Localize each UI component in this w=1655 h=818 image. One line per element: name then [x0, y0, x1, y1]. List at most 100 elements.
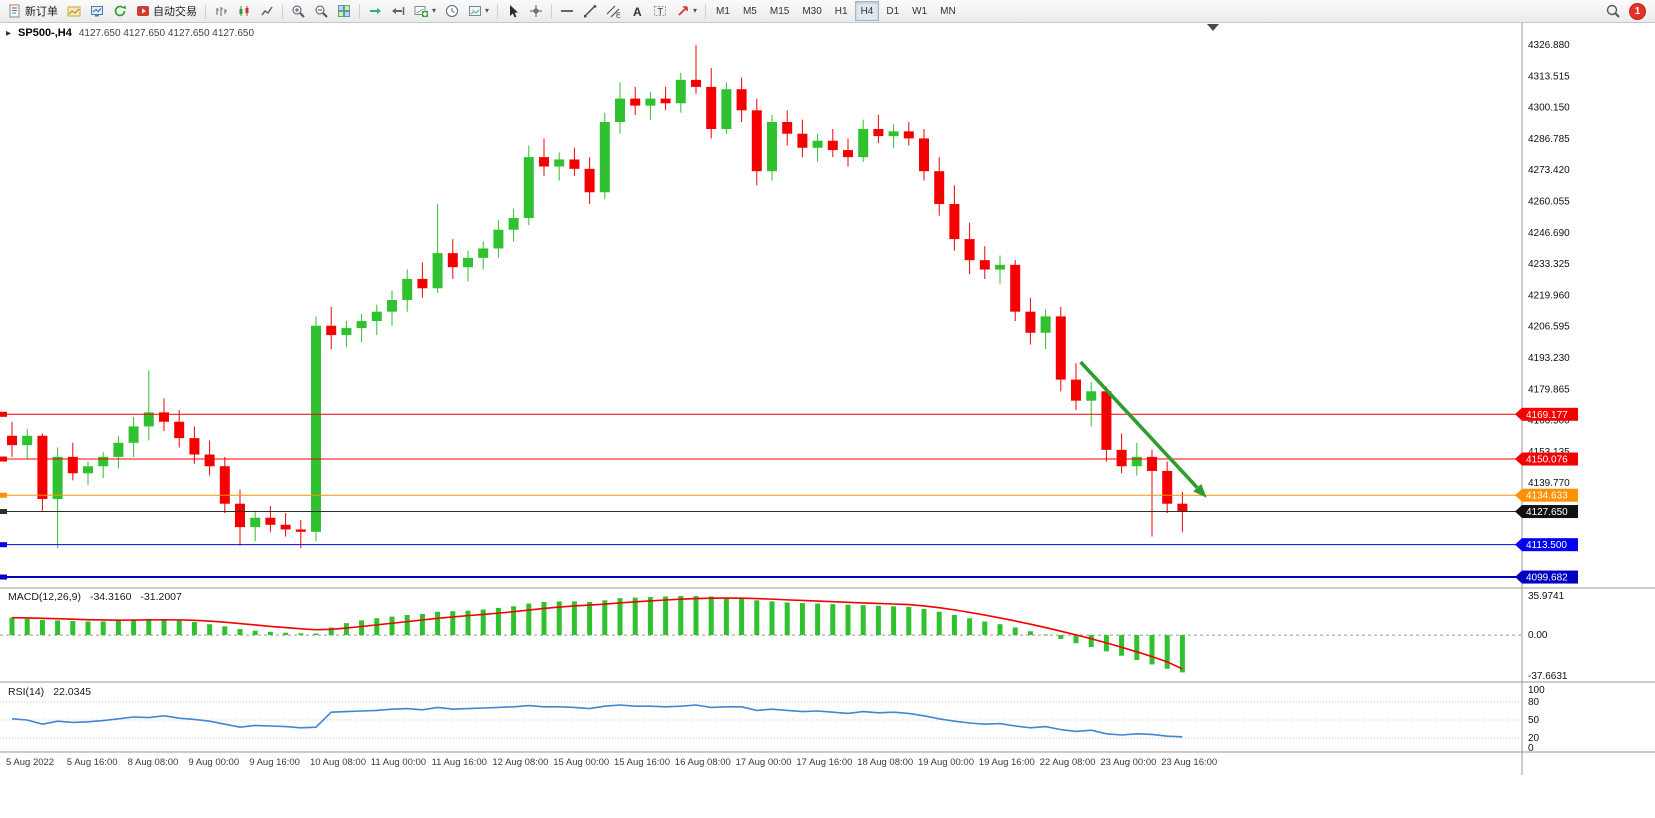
svg-text:35.9741: 35.9741 [1528, 591, 1565, 602]
cursor-icon [510, 5, 519, 18]
autoscroll-icon [370, 8, 381, 14]
time-axis: 5 Aug 2022 5 Aug 16:00 8 Aug 08:00 9 Aug 00… [6, 757, 1217, 768]
toolbar: 新订单 自动交易 ▾ [0, 0, 1655, 23]
macd-name: MACD(12,26,9) [8, 591, 81, 603]
templates-button[interactable]: ▾ [464, 1, 493, 21]
clock-icon [446, 5, 459, 17]
timeframe-w1[interactable]: W1 [906, 1, 933, 21]
svg-text:18 Aug 08:00: 18 Aug 08:00 [857, 757, 913, 768]
new-order-button[interactable]: 新订单 [4, 1, 62, 21]
trendline-icon [584, 5, 597, 18]
candlestick-chart-icon [239, 6, 249, 16]
tile-windows-button[interactable] [333, 1, 355, 21]
one-click-trading-toggle[interactable]: ▸ [6, 27, 12, 39]
rsi-label: RSI(14) 22.0345 [8, 686, 91, 698]
timeframe-m30[interactable]: M30 [796, 1, 827, 21]
svg-text:9 Aug 00:00: 9 Aug 00:00 [188, 757, 239, 768]
arrows-tool-button[interactable]: ▾ [672, 1, 701, 21]
timeframe-h4[interactable]: H4 [854, 1, 880, 21]
svg-text:4139.770: 4139.770 [1528, 478, 1570, 489]
svg-text:15 Aug 00:00: 15 Aug 00:00 [553, 757, 609, 768]
zoom-in-button[interactable] [287, 1, 309, 21]
trendline-tool-button[interactable] [579, 1, 601, 21]
arrow-tool-icon [678, 6, 688, 16]
svg-text:4179.865: 4179.865 [1528, 384, 1570, 395]
line-chart-icon [261, 6, 273, 16]
svg-text:4150.076: 4150.076 [1526, 455, 1568, 466]
separator [282, 3, 283, 19]
bar-chart-icon [216, 7, 227, 16]
zoom-out-button[interactable] [310, 1, 332, 21]
text-tool-icon: A [633, 5, 642, 18]
svg-text:8 Aug 08:00: 8 Aug 08:00 [128, 757, 179, 768]
periods-button[interactable] [441, 1, 463, 21]
chevron-down-icon: ▾ [485, 6, 490, 15]
notification-badge[interactable]: 1 [1630, 3, 1645, 19]
svg-text:0: 0 [1528, 743, 1534, 754]
svg-text:4313.515: 4313.515 [1528, 71, 1570, 82]
autotrading-icon [137, 6, 149, 16]
tile-windows-icon [338, 5, 350, 17]
macd-signal-line [11, 597, 1183, 670]
horizontal-line-icon [561, 10, 574, 12]
chart-shift-button[interactable] [387, 1, 409, 21]
text-label-tool-button[interactable]: T [649, 1, 671, 21]
timeframe-m5[interactable]: M5 [737, 1, 763, 21]
cursor-tool-button[interactable] [502, 1, 524, 21]
monitor-icon [91, 6, 103, 17]
equidistant-channel-icon: E [606, 5, 621, 19]
template-image-icon [469, 6, 482, 16]
svg-text:9 Aug 16:00: 9 Aug 16:00 [249, 757, 300, 768]
separator [205, 3, 206, 19]
timeframe-m15[interactable]: M15 [764, 1, 795, 21]
svg-text:4169.177: 4169.177 [1526, 410, 1568, 421]
svg-text:4273.420: 4273.420 [1528, 165, 1570, 176]
market-watch-button[interactable] [86, 1, 108, 21]
separator [359, 3, 360, 19]
chart-profile-icon [67, 6, 81, 17]
channel-tool-button[interactable]: E [602, 1, 625, 21]
chart-symbol-period: SP500-,H4 [18, 27, 72, 39]
timeframe-d1[interactable]: D1 [880, 1, 905, 21]
chart-ohlc-values: 4127.650 4127.650 4127.650 4127.650 [78, 27, 255, 39]
separator [705, 3, 707, 19]
refresh-icon [114, 5, 126, 17]
svg-text:4233.325: 4233.325 [1528, 259, 1570, 270]
crosshair-tool-button[interactable] [525, 1, 547, 21]
svg-text:4134.633: 4134.633 [1526, 491, 1568, 502]
svg-text:23 Aug 00:00: 23 Aug 00:00 [1100, 757, 1156, 768]
svg-text:50: 50 [1528, 715, 1540, 726]
refresh-button[interactable] [109, 1, 131, 21]
price-line-labels: 4169.177 4150.076 4134.633 4127.650 4113.500… [1515, 407, 1578, 584]
hline-tool-button[interactable] [556, 1, 578, 21]
new-order-label: 新订单 [25, 6, 58, 18]
text-tool-button[interactable]: A [626, 1, 648, 21]
timeframe-mn[interactable]: MN [934, 1, 962, 21]
timeframe-h1[interactable]: H1 [829, 1, 854, 21]
svg-text:4286.785: 4286.785 [1528, 134, 1570, 145]
svg-text:10 Aug 08:00: 10 Aug 08:00 [310, 757, 366, 768]
candlestick-chart-button[interactable] [233, 1, 255, 21]
line-chart-button[interactable] [256, 1, 278, 21]
zoom-in-icon [292, 5, 305, 18]
search-button[interactable] [1602, 1, 1624, 21]
channel-tool-letter: E [616, 13, 621, 19]
chevron-down-icon: ▾ [432, 6, 437, 15]
trend-arrow-object[interactable] [1079, 360, 1207, 498]
profiles-button[interactable] [63, 1, 85, 21]
svg-text:80: 80 [1528, 697, 1540, 708]
svg-text:4166.500: 4166.500 [1528, 416, 1570, 427]
autoscroll-button[interactable] [364, 1, 386, 21]
timeframe-m1[interactable]: M1 [710, 1, 736, 21]
svg-text:17 Aug 00:00: 17 Aug 00:00 [736, 757, 792, 768]
svg-text:5 Aug 2022: 5 Aug 2022 [6, 757, 54, 768]
svg-text:23 Aug 16:00: 23 Aug 16:00 [1161, 757, 1217, 768]
chart-shift-marker[interactable] [1207, 24, 1219, 31]
bar-chart-button[interactable] [210, 1, 232, 21]
new-chart-button[interactable]: ▾ [410, 1, 440, 21]
horizontal-lines[interactable] [0, 411, 1522, 580]
indicator-levels [0, 634, 1522, 739]
autotrading-button[interactable]: 自动交易 [132, 1, 201, 21]
